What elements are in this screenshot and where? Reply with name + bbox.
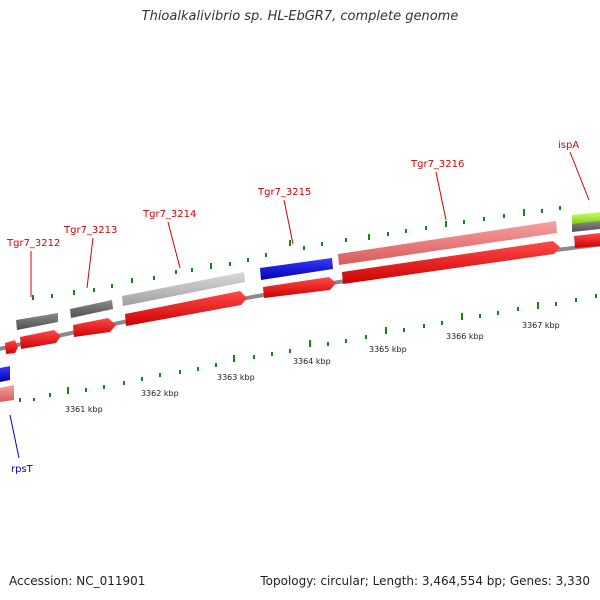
cds-arrow[interactable] (342, 241, 560, 284)
topology-text: Topology: circular; Length: 3,464,554 bp… (260, 574, 590, 588)
label-tgr7-3215[interactable]: Tgr7_3215 (257, 187, 311, 198)
inner-tick-ring (19, 294, 597, 402)
cds-arrow[interactable] (5, 340, 18, 354)
label-ispA[interactable]: ispA (558, 140, 579, 151)
accession-text: Accession: NC_011901 (9, 574, 146, 588)
label-tgr7-3214[interactable]: Tgr7_3214 (142, 209, 196, 220)
gene-tgr7-3212[interactable] (16, 313, 58, 330)
cds-arrow[interactable] (263, 277, 336, 298)
label-tgr7-3213[interactable]: Tgr7_3213 (63, 225, 117, 236)
gene-track (0, 212, 600, 402)
scale-label-3363: 3363 kbp (217, 373, 255, 382)
scale-label-3367: 3367 kbp (522, 321, 560, 330)
label-tgr7-3212[interactable]: Tgr7_3212 (6, 238, 60, 249)
scale-label-3361: 3361 kbp (65, 405, 103, 414)
cds-arrow[interactable] (73, 318, 116, 337)
gene-ispA-lower (572, 221, 600, 232)
cds-track (5, 233, 600, 354)
cds-arrow[interactable] (125, 291, 247, 326)
gene-tgr7-3213[interactable] (70, 300, 113, 318)
scale-label-3365: 3365 kbp (369, 345, 407, 354)
gene-rpsT[interactable] (0, 366, 10, 382)
map-title: Thioalkalivibrio sp. HL-EbGR7, complete … (141, 9, 459, 24)
scale-label-3364: 3364 kbp (293, 357, 331, 366)
gene-rpsT-lower (0, 385, 14, 402)
scale-label-3366: 3366 kbp (446, 332, 484, 341)
label-tgr7-3216[interactable]: Tgr7_3216 (410, 159, 464, 170)
gene-tgr7-3215[interactable] (260, 258, 333, 280)
rpsT-leader (9, 414, 20, 459)
outer-tick-ring (32, 206, 561, 300)
scale-label-3362: 3362 kbp (141, 389, 179, 398)
label-leaders (30, 151, 590, 297)
cds-arrow[interactable] (20, 330, 61, 349)
cds-arrow[interactable] (574, 233, 600, 248)
gene-tgr7-3216[interactable] (338, 221, 557, 265)
label-rpsT[interactable]: rpsT (11, 464, 34, 475)
gene-tgr7-3214[interactable] (122, 272, 245, 306)
